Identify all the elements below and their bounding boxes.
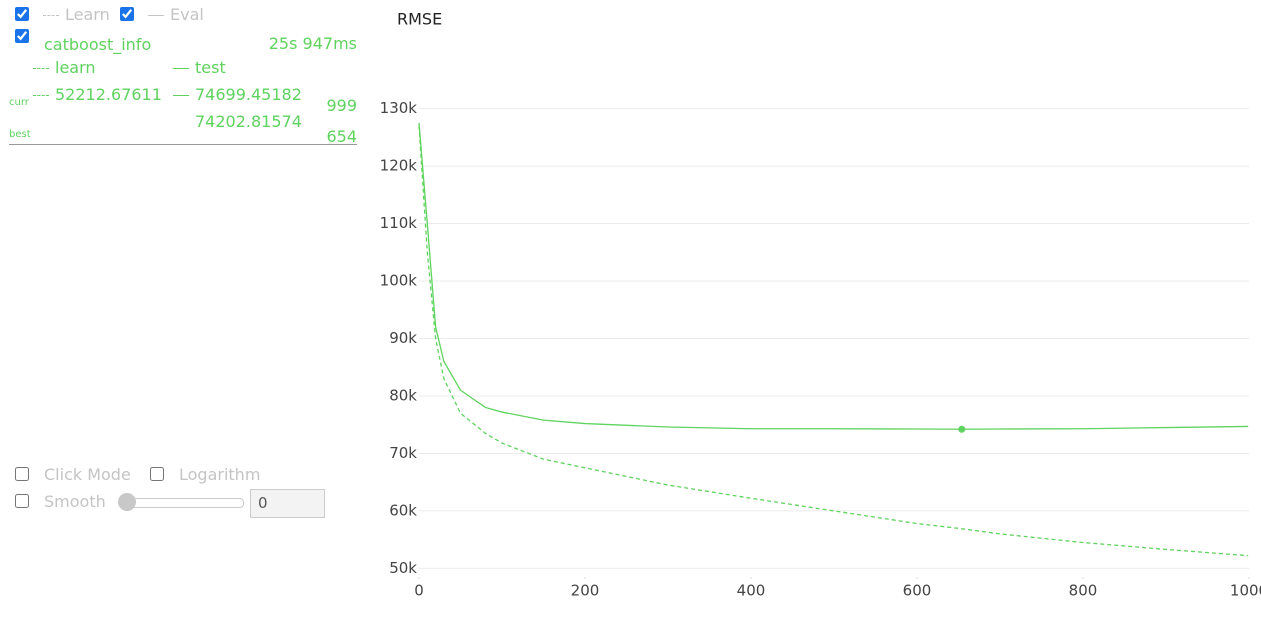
- x-tick-label: 200: [571, 582, 600, 600]
- separator: [9, 144, 357, 145]
- y-tick-label: 90k: [389, 329, 417, 347]
- smooth-slider[interactable]: [119, 498, 244, 508]
- y-tick-label: 130k: [380, 99, 418, 117]
- logarithm-toggle[interactable]: [150, 467, 164, 481]
- eval-legend: Eval: [148, 5, 204, 24]
- logarithm-label: Logarithm: [179, 465, 261, 484]
- series-line: [418, 122, 1249, 430]
- best-iteration: 654: [326, 127, 357, 146]
- value: 74699.45182: [195, 85, 302, 104]
- curr-test: 74699.45182: [173, 85, 302, 104]
- run-name: catboost_info: [44, 35, 152, 54]
- y-tick-label: 80k: [389, 386, 417, 404]
- slider-thumb[interactable]: [118, 493, 136, 511]
- curr-learn: 52212.67611: [33, 85, 162, 104]
- learn-toggle[interactable]: [15, 7, 29, 21]
- learn-legend: Learn: [43, 5, 110, 24]
- smooth-toggle[interactable]: [15, 494, 29, 508]
- series-line: [418, 125, 1249, 557]
- y-tick-label: 50k: [389, 559, 417, 577]
- series-name: test: [195, 58, 226, 77]
- test-series-label: test: [173, 58, 226, 77]
- curr-iteration: 999: [326, 96, 357, 115]
- click-mode-toggle[interactable]: [15, 467, 29, 481]
- best-test: 74202.81574: [195, 112, 302, 131]
- x-tick-label: 600: [903, 582, 932, 600]
- y-tick-label: 60k: [389, 501, 417, 519]
- x-tick-label: 1000: [1230, 582, 1261, 600]
- x-tick-label: 0: [414, 582, 424, 600]
- learn-series-label: learn: [33, 58, 96, 77]
- smooth-input[interactable]: 0: [250, 489, 325, 518]
- learn-legend-label: Learn: [65, 5, 110, 24]
- value: 52212.67611: [55, 85, 162, 104]
- run-toggle[interactable]: [15, 29, 29, 43]
- best-label: best: [9, 129, 31, 140]
- y-tick-label: 70k: [389, 444, 417, 462]
- smooth-label: Smooth: [44, 492, 106, 511]
- y-tick-label: 100k: [380, 272, 418, 290]
- best-point: [958, 425, 966, 433]
- x-tick-label: 400: [737, 582, 766, 600]
- y-tick-label: 110k: [380, 214, 418, 232]
- curr-label: curr: [9, 97, 29, 108]
- x-tick-label: 800: [1069, 582, 1098, 600]
- chart-title: RMSE: [397, 10, 442, 29]
- click-mode-label: Click Mode: [44, 465, 131, 484]
- elapsed-time: 25s 947ms: [268, 34, 357, 53]
- series-name: learn: [55, 58, 96, 77]
- eval-legend-label: Eval: [170, 5, 204, 24]
- y-tick-label: 120k: [380, 157, 418, 175]
- eval-toggle[interactable]: [120, 7, 134, 21]
